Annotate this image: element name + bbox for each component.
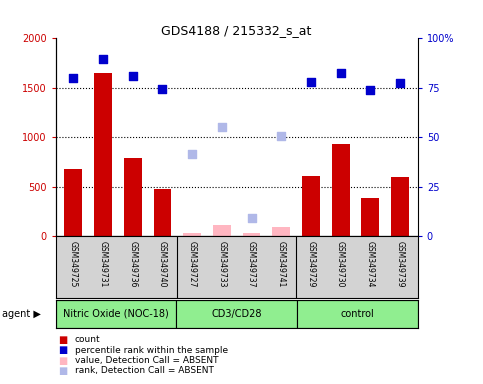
Bar (124, 158, 142, 236)
Text: ■: ■ (58, 345, 67, 355)
Text: agent ▶: agent ▶ (2, 309, 41, 319)
Text: GSM349734: GSM349734 (366, 241, 375, 288)
Text: GSM349740: GSM349740 (158, 241, 167, 288)
Text: GSM349725: GSM349725 (69, 241, 78, 288)
Bar (302, 176, 320, 236)
Text: GSM349730: GSM349730 (336, 241, 345, 288)
Text: ■: ■ (58, 335, 67, 345)
Point (367, 87, 374, 93)
Text: GSM349727: GSM349727 (187, 241, 197, 288)
Bar (332, 144, 350, 236)
Text: GSM349731: GSM349731 (99, 241, 108, 288)
Text: ■: ■ (58, 356, 67, 366)
Point (188, 151, 196, 157)
Point (218, 124, 226, 131)
Bar (297, 300, 418, 328)
Text: percentile rank within the sample: percentile rank within the sample (75, 346, 228, 355)
Bar (242, 233, 260, 236)
Bar (213, 225, 231, 236)
Text: value, Detection Call = ABSENT: value, Detection Call = ABSENT (75, 356, 218, 365)
Bar (272, 227, 290, 236)
Bar (391, 177, 409, 236)
Point (158, 86, 166, 92)
Point (99, 56, 107, 62)
Point (337, 70, 344, 76)
Text: GSM349741: GSM349741 (277, 241, 286, 288)
Bar (94, 73, 112, 236)
Text: GSM349736: GSM349736 (128, 241, 137, 288)
Bar (361, 198, 379, 236)
Bar (56, 300, 176, 328)
Text: control: control (341, 309, 374, 319)
Text: rank, Detection Call = ABSENT: rank, Detection Call = ABSENT (75, 366, 214, 376)
Text: count: count (75, 335, 100, 344)
Bar (176, 300, 297, 328)
Point (277, 133, 285, 139)
Text: GSM349729: GSM349729 (306, 241, 315, 288)
Text: GSM349737: GSM349737 (247, 241, 256, 288)
Point (396, 80, 404, 86)
Title: GDS4188 / 215332_s_at: GDS4188 / 215332_s_at (161, 24, 312, 37)
Text: CD3/CD28: CD3/CD28 (212, 309, 262, 319)
Text: GSM349733: GSM349733 (217, 241, 227, 288)
Point (248, 215, 256, 222)
Bar (183, 233, 201, 236)
Bar (64, 169, 82, 236)
Text: Nitric Oxide (NOC-18): Nitric Oxide (NOC-18) (63, 309, 169, 319)
Point (70, 75, 77, 81)
Point (129, 73, 137, 79)
Point (307, 79, 315, 85)
Text: ■: ■ (58, 366, 67, 376)
Text: GSM349739: GSM349739 (396, 241, 404, 288)
Bar (154, 189, 171, 236)
